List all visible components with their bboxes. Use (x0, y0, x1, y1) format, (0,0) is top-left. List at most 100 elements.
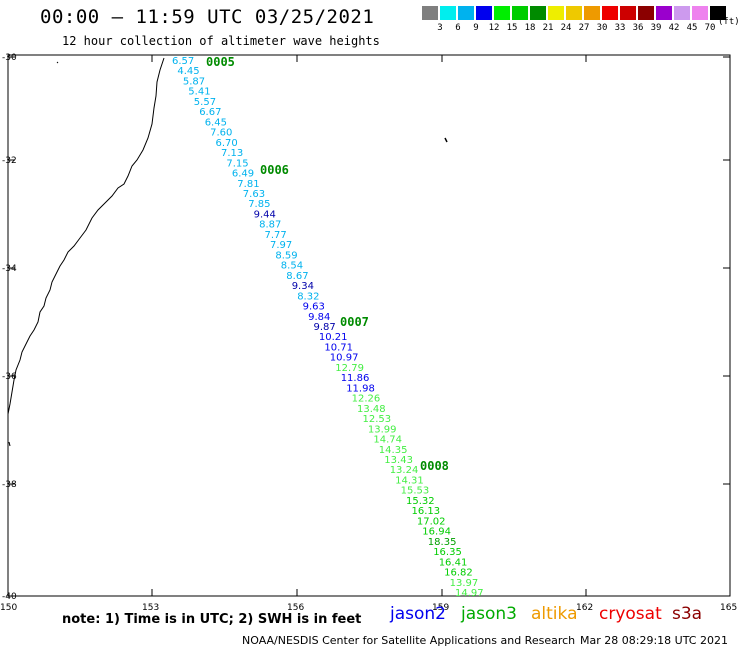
color-swatch (458, 6, 474, 20)
coastline (7, 57, 165, 415)
color-scale-label: 21 (542, 23, 554, 33)
color-scale-label: 6 (455, 23, 461, 33)
color-swatch (602, 6, 618, 20)
color-swatch (584, 6, 600, 20)
wave-height-value: 6.67 (199, 107, 221, 118)
wave-height-value: 16.35 (433, 547, 462, 558)
wave-height-value: 9.84 (308, 312, 330, 323)
color-swatch (440, 6, 456, 20)
wave-height-value: 5.87 (183, 77, 205, 88)
wave-height-value: 6.45 (205, 117, 227, 128)
wave-height-value: 15.53 (401, 486, 430, 497)
wave-height-value: 7.81 (237, 179, 259, 190)
wave-height-value: 6.57 (172, 56, 194, 67)
wave-height-value: 18.35 (428, 537, 457, 548)
color-scale-label: 33 (614, 23, 626, 33)
wave-height-value: 11.98 (346, 383, 375, 394)
lon-tick-label: 159 (432, 603, 449, 613)
island-mark (444, 137, 448, 143)
footer-timestamp: Mar 28 08:29:18 UTC 2021 (580, 634, 728, 647)
wave-height-value: 8.67 (286, 271, 308, 282)
wave-height-value: 8.54 (281, 261, 303, 272)
footer-credit: NOAA/NESDIS Center for Satellite Applica… (242, 634, 576, 647)
pass-label: 0005 (206, 55, 235, 69)
wave-height-value: 13.97 (450, 578, 479, 589)
color-scale-label: 42 (668, 23, 680, 33)
wave-height-value: 4.45 (177, 66, 199, 77)
coast-dot (8, 441, 11, 447)
color-scale-label: 39 (650, 23, 662, 33)
color-swatch (476, 6, 492, 20)
wave-height-value: 10.21 (319, 332, 348, 343)
map-frame (7, 54, 731, 597)
wave-height-value: 9.34 (292, 281, 314, 292)
wave-height-value: 13.24 (390, 465, 419, 476)
lon-tick-label: 162 (576, 603, 593, 613)
wave-height-value: 9.63 (303, 302, 325, 313)
color-swatch (566, 6, 582, 20)
pass-label: 0006 (260, 163, 289, 177)
color-swatch (710, 6, 726, 20)
lon-tick-label: 153 (142, 603, 159, 613)
wave-height-value: 8.87 (259, 220, 281, 231)
wave-height-value: 13.99 (368, 424, 397, 435)
wave-height-value: 8.59 (275, 250, 297, 261)
color-swatch (620, 6, 636, 20)
coast-dot (56, 61, 59, 64)
color-scale-label: 12 (488, 23, 500, 33)
wave-height-value: 10.97 (330, 353, 359, 364)
lat-tick-label: -36 (2, 372, 17, 382)
pass-label: 0008 (420, 459, 449, 473)
lat-tick-label: -38 (2, 480, 17, 490)
wave-height-value: 7.97 (270, 240, 292, 251)
lon-tick-label: 156 (287, 603, 304, 613)
satellite-legend-item: jason3 (461, 604, 517, 624)
color-scale-label: 18 (524, 23, 536, 33)
color-swatch (422, 6, 438, 20)
color-scale-label: 70 (704, 23, 716, 33)
color-scale-label: 45 (686, 23, 698, 33)
wave-height-value: 8.32 (297, 291, 319, 302)
color-scale-label: 24 (560, 23, 572, 33)
wave-height-value: 7.77 (265, 230, 287, 241)
lon-tick-label: 165 (720, 603, 737, 613)
color-scale-label: 15 (506, 23, 518, 33)
wave-height-value: 14.31 (395, 476, 424, 487)
wave-height-value: 7.85 (248, 199, 270, 210)
color-swatch (674, 6, 690, 20)
lat-tick-label: -40 (2, 592, 17, 602)
color-scale-label: 27 (578, 23, 590, 33)
color-swatch (692, 6, 708, 20)
wave-height-value: 7.60 (210, 128, 232, 139)
color-scale-label: 36 (632, 23, 644, 33)
satellite-legend-item: cryosat (599, 604, 662, 624)
wave-height-value: 6.70 (216, 138, 238, 149)
wave-height-value: 9.87 (314, 322, 336, 333)
wave-height-value: 5.41 (188, 87, 210, 98)
wave-height-value: 17.02 (417, 516, 446, 527)
wave-height-value: 13.43 (384, 455, 413, 466)
wave-height-value: 14.97 (455, 588, 484, 599)
wave-height-value: 10.71 (324, 343, 353, 354)
lat-tick-label: -30 (2, 53, 17, 63)
wave-height-value: 13.48 (357, 404, 386, 415)
color-swatch (530, 6, 546, 20)
map-title: 00:00 – 11:59 UTC 03/25/2021 (40, 6, 375, 28)
pass-label: 0007 (340, 315, 369, 329)
color-swatch (638, 6, 654, 20)
wave-height-value: 7.13 (221, 148, 243, 159)
wave-height-value: 12.53 (363, 414, 392, 425)
wave-height-value: 12.79 (335, 363, 364, 374)
wave-height-value: 7.15 (226, 158, 248, 169)
satellite-legend-item: altika (531, 604, 578, 624)
wave-height-value: 7.63 (243, 189, 265, 200)
color-scale-unit: (ft) (718, 17, 740, 27)
wave-height-value: 14.74 (373, 435, 402, 446)
wave-height-value: 16.41 (439, 557, 468, 568)
lon-tick-label: 150 (0, 603, 17, 613)
satellite-legend-item: s3a (672, 604, 703, 624)
color-scale-label: 9 (473, 23, 479, 33)
wave-height-value: 5.57 (194, 97, 216, 108)
wave-height-value: 14.35 (379, 445, 408, 456)
